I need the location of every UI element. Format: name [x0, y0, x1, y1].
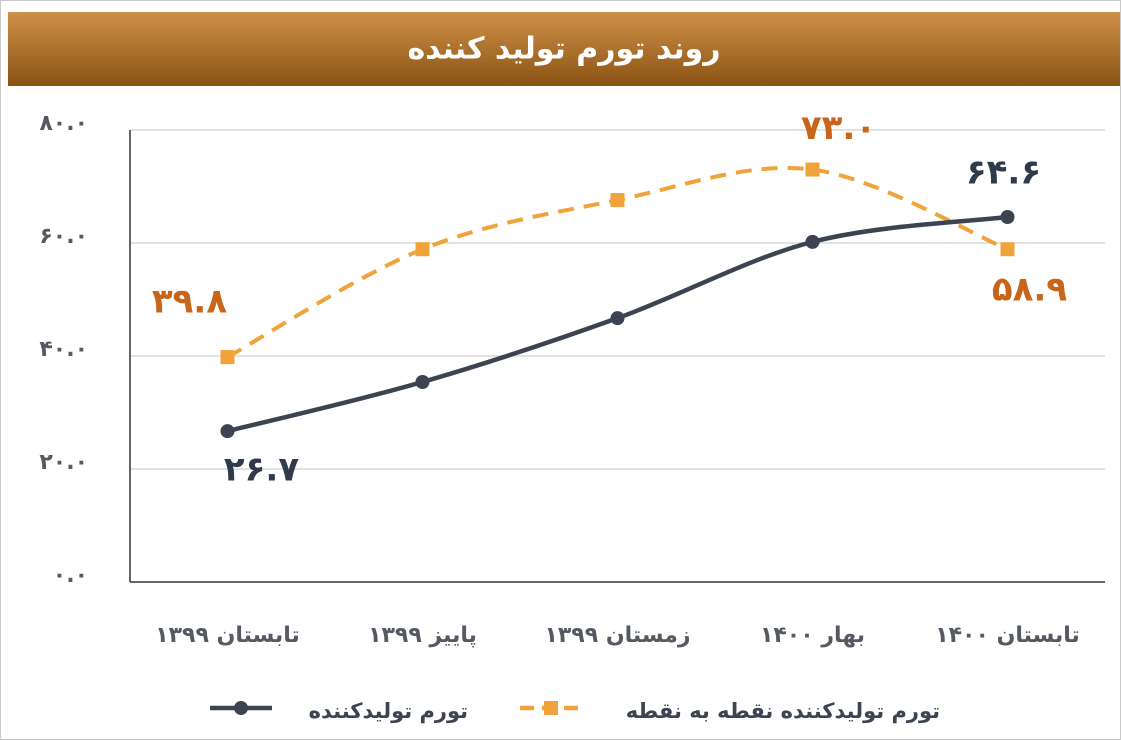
- marker: [805, 162, 820, 177]
- y-tick-label: ۲۰.۰: [39, 450, 88, 475]
- marker: [1000, 242, 1015, 257]
- legend-marker: [234, 701, 248, 715]
- x-tick-label: تابستان ۱۴۰۰: [935, 623, 1080, 648]
- marker: [220, 350, 235, 365]
- marker: [610, 193, 625, 208]
- x-tick-label: زمستان ۱۳۹۹: [544, 623, 690, 648]
- data-label: ۳۹.۸: [152, 282, 227, 322]
- chart-title: روند تورم تولید کننده: [407, 32, 720, 67]
- marker: [805, 234, 820, 249]
- data-label: ۵۸.۹: [992, 270, 1067, 310]
- data-label: ۲۶.۷: [224, 450, 299, 490]
- legend-marker: [544, 701, 558, 715]
- x-tick-label: تابستان ۱۳۹۹: [155, 623, 300, 648]
- marker: [415, 242, 430, 257]
- marker: [415, 374, 430, 389]
- marker: [610, 311, 625, 326]
- title-bar: [8, 12, 1120, 86]
- legend-label: تورم تولیدکننده نقطه به نقطه: [626, 699, 940, 723]
- x-tick-label: پاییز ۱۳۹۹: [368, 623, 477, 648]
- y-tick-label: ۶۰.۰: [39, 224, 88, 249]
- y-tick-label: ۴۰.۰: [39, 337, 88, 362]
- marker: [220, 424, 235, 439]
- y-tick-label: ۰.۰: [53, 563, 88, 588]
- data-label: ۶۴.۶: [966, 153, 1041, 193]
- x-tick-label: بهار ۱۴۰۰: [760, 623, 865, 648]
- data-label: ۷۳.۰: [801, 108, 876, 148]
- legend-label: تورم تولیدکننده: [309, 699, 468, 723]
- marker: [1000, 210, 1015, 225]
- y-tick-label: ۸۰.۰: [39, 111, 88, 136]
